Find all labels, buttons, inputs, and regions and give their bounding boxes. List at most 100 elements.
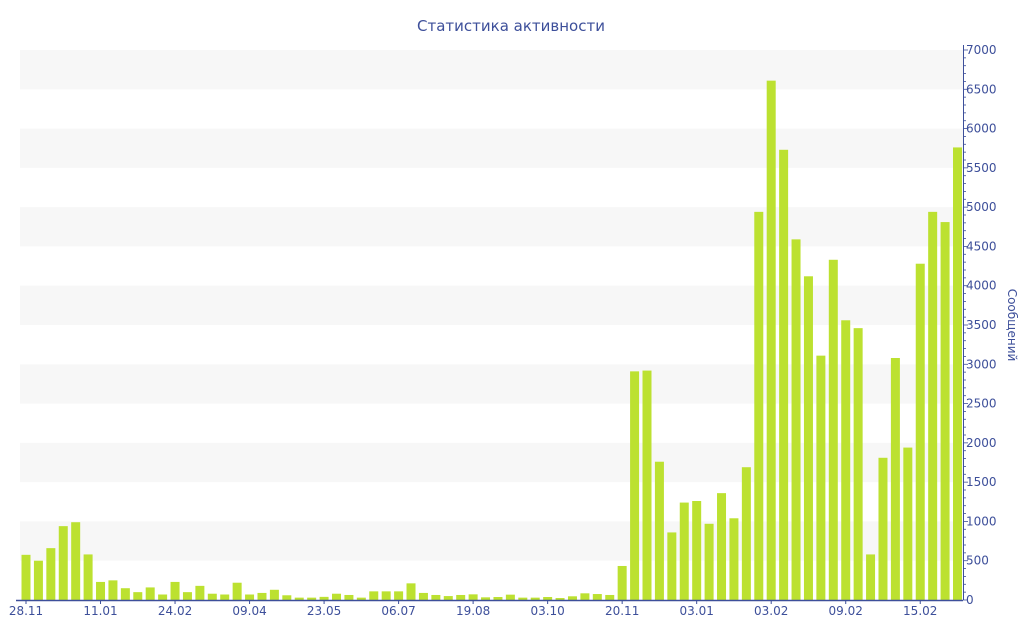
y-tick-label: 5500 bbox=[966, 161, 997, 175]
bar bbox=[630, 371, 640, 600]
grid-band bbox=[20, 128, 963, 168]
bar bbox=[779, 149, 789, 601]
grid-band bbox=[20, 207, 963, 247]
bar bbox=[928, 211, 938, 600]
bar bbox=[692, 501, 702, 600]
bar bbox=[518, 597, 528, 600]
y-tick-label: 500 bbox=[966, 554, 989, 568]
x-tick-label: 03.01 bbox=[680, 604, 714, 618]
y-tick-label: 0 bbox=[966, 593, 974, 607]
y-tick-label: 1000 bbox=[966, 514, 997, 528]
bar bbox=[654, 461, 664, 600]
bar bbox=[803, 276, 813, 600]
bar bbox=[505, 594, 515, 600]
bar bbox=[903, 447, 913, 600]
bar bbox=[878, 457, 888, 600]
bar bbox=[468, 594, 478, 600]
bar bbox=[170, 581, 180, 600]
bar bbox=[319, 596, 329, 600]
y-tick-label: 2000 bbox=[966, 436, 997, 450]
bar bbox=[766, 80, 776, 600]
bar bbox=[182, 592, 192, 600]
y-tick-label: 2500 bbox=[966, 397, 997, 411]
bar bbox=[940, 222, 950, 601]
y-tick-label: 1500 bbox=[966, 475, 997, 489]
bar bbox=[83, 554, 93, 600]
bar bbox=[642, 370, 652, 600]
bar bbox=[294, 597, 304, 600]
y-tick-label: 3000 bbox=[966, 357, 997, 371]
bar bbox=[418, 592, 428, 600]
y-axis-label: Сообщений bbox=[1005, 289, 1019, 362]
bar bbox=[890, 358, 900, 600]
bar bbox=[915, 263, 925, 600]
bar bbox=[21, 554, 31, 600]
bar bbox=[369, 591, 379, 600]
bar bbox=[667, 532, 677, 600]
bar bbox=[841, 320, 851, 600]
grid-band bbox=[20, 285, 963, 325]
bar bbox=[953, 147, 962, 600]
x-tick-label: 24.02 bbox=[158, 604, 192, 618]
x-tick-label: 23.05 bbox=[307, 604, 341, 618]
chart-title: Статистика активности bbox=[417, 17, 605, 35]
bar bbox=[232, 582, 242, 600]
bar bbox=[71, 522, 81, 600]
bar bbox=[381, 591, 391, 600]
bar bbox=[592, 594, 602, 600]
bar bbox=[853, 328, 863, 600]
bar bbox=[282, 595, 292, 600]
bar bbox=[332, 593, 341, 600]
bar bbox=[493, 597, 503, 600]
x-tick-label: 06.07 bbox=[381, 604, 415, 618]
y-tick-label: 7000 bbox=[966, 43, 997, 57]
bar bbox=[580, 593, 590, 600]
bar bbox=[307, 597, 317, 600]
x-tick-label: 03.02 bbox=[754, 604, 788, 618]
y-tick-label: 4500 bbox=[966, 239, 997, 253]
bar bbox=[717, 493, 727, 600]
bar bbox=[195, 585, 205, 600]
bars bbox=[21, 80, 962, 601]
bar bbox=[679, 502, 689, 600]
y-tick-label: 3500 bbox=[966, 318, 997, 332]
bar bbox=[58, 526, 68, 600]
bar bbox=[207, 593, 217, 600]
bar bbox=[96, 581, 106, 600]
bar bbox=[704, 523, 714, 600]
bar bbox=[456, 594, 466, 600]
bar bbox=[406, 583, 416, 600]
bar bbox=[555, 598, 565, 600]
bar bbox=[120, 588, 130, 600]
bar bbox=[108, 580, 118, 600]
bar bbox=[245, 594, 255, 600]
bar bbox=[344, 594, 354, 600]
y-tick-label: 4000 bbox=[966, 279, 997, 293]
bar bbox=[158, 594, 168, 600]
x-tick-label: 28.11 bbox=[9, 604, 43, 618]
bar bbox=[866, 554, 876, 600]
y-tick-label: 6000 bbox=[966, 122, 997, 136]
bar bbox=[257, 592, 267, 600]
bar bbox=[828, 259, 838, 600]
bar bbox=[791, 239, 801, 600]
x-tick-label: 03.10 bbox=[530, 604, 564, 618]
bar bbox=[741, 467, 751, 600]
x-tick-label: 11.01 bbox=[83, 604, 117, 618]
x-tick-label: 09.04 bbox=[232, 604, 266, 618]
bar bbox=[530, 597, 540, 600]
y-tick-label: 6500 bbox=[966, 82, 997, 96]
x-tick-label: 15.02 bbox=[903, 604, 937, 618]
x-tick-label: 09.02 bbox=[829, 604, 863, 618]
bar bbox=[431, 594, 441, 600]
y-tick-label: 5000 bbox=[966, 200, 997, 214]
bar bbox=[443, 596, 453, 600]
bar bbox=[33, 560, 43, 600]
bar bbox=[754, 211, 764, 600]
x-axis: 28.11 11.01 24.02 09.04 23.05 06.07 19.08 03.10… bbox=[9, 599, 963, 618]
bar bbox=[729, 518, 739, 600]
bar bbox=[145, 587, 155, 600]
bar bbox=[605, 594, 615, 600]
bar bbox=[356, 597, 366, 600]
